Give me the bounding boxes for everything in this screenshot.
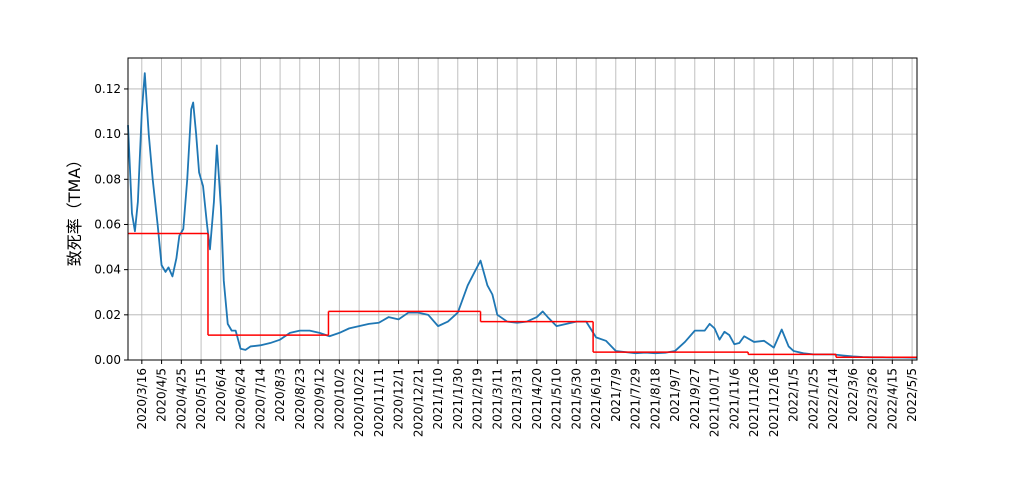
x-tick-label: 2020/10/22 <box>352 368 366 437</box>
x-tick-label: 2022/3/26 <box>866 368 880 430</box>
x-tick-label: 2020/6/24 <box>234 368 248 430</box>
plot-frame <box>127 57 918 361</box>
x-tick-label: 2020/9/12 <box>313 368 327 430</box>
line <box>127 72 918 359</box>
x-tick-label: 2020/8/3 <box>273 368 287 422</box>
y-tick-label: 0.04 <box>94 263 121 277</box>
y-tick-label: 0.02 <box>94 308 121 322</box>
y-tick-label: 0.06 <box>94 217 121 231</box>
x-tick-label: 2020/12/21 <box>411 368 425 437</box>
x-tick-label: 2022/1/5 <box>787 368 801 422</box>
y-tick-label: 0.00 <box>94 353 121 367</box>
y-tick-label: 0.08 <box>94 172 121 186</box>
x-tick-label: 2020/12/1 <box>392 368 406 430</box>
x-tick-label: 2021/11/6 <box>727 368 741 430</box>
x-tick-label: 2021/2/19 <box>471 368 485 430</box>
x-tick-label: 2020/5/15 <box>194 368 208 430</box>
y-tick-label: 0.10 <box>94 127 121 141</box>
x-tick-label: 2022/4/15 <box>885 368 899 430</box>
x-tick-label: 2021/3/31 <box>510 368 524 430</box>
x-tick-label: 2021/5/10 <box>550 368 564 430</box>
x-tick-label: 2022/2/14 <box>826 368 840 430</box>
x-tick-label: 2021/7/9 <box>609 368 623 422</box>
x-tick-label: 2022/1/25 <box>806 368 820 430</box>
x-tick-label: 2021/4/20 <box>530 368 544 430</box>
x-tick-label: 2021/1/30 <box>451 368 465 430</box>
x-tick-label: 2020/8/23 <box>293 368 307 430</box>
x-tick-label: 2021/11/26 <box>747 368 761 437</box>
x-tick-label: 2020/6/4 <box>214 368 228 422</box>
x-tick-label: 2020/7/14 <box>253 368 267 430</box>
x-tick-label: 2021/1/10 <box>431 368 445 430</box>
x-tick-label: 2021/12/16 <box>767 368 781 437</box>
x-tick-label: 2022/5/5 <box>905 368 919 422</box>
x-tick-label: 2021/9/7 <box>668 368 682 422</box>
x-tick-label: 2021/10/17 <box>708 368 722 437</box>
x-tick-label: 2020/11/11 <box>372 368 386 437</box>
y-axis-label: 致死率（TMA） <box>65 152 84 267</box>
x-tick-label: 2021/6/19 <box>589 368 603 430</box>
x-tick-label: 2021/3/11 <box>490 368 504 430</box>
x-tick-label: 2020/4/5 <box>155 368 169 422</box>
y-tick-label: 0.12 <box>94 82 121 96</box>
x-tick-label: 2021/7/29 <box>629 368 643 430</box>
x-tick-label: 2020/4/25 <box>174 368 188 430</box>
x-tick-label: 2022/3/6 <box>846 368 860 422</box>
x-tick-label: 2020/3/16 <box>135 368 149 430</box>
x-tick-label: 2021/9/27 <box>688 368 702 430</box>
x-tick-label: 2021/8/18 <box>648 368 662 430</box>
x-tick-label: 2020/10/2 <box>332 368 346 430</box>
x-tick-label: 2021/5/30 <box>569 368 583 430</box>
